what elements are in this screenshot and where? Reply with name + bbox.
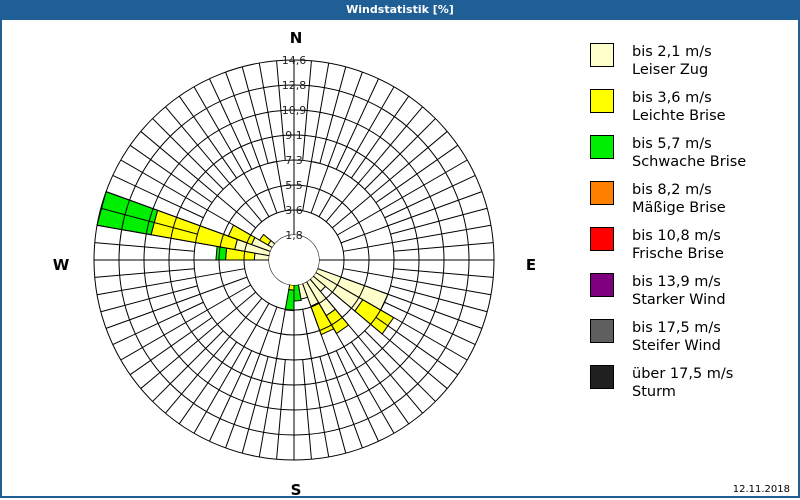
- legend-speed: bis 3,6 m/s: [632, 90, 712, 106]
- legend-name: Mäßige Brise: [632, 200, 726, 216]
- ring-label: 12,8: [282, 79, 307, 92]
- ring-label: 14,6: [282, 54, 307, 67]
- compass-west: W: [53, 256, 70, 274]
- ring-label: 1,8: [285, 229, 303, 242]
- wind-rose-sectors: [96, 190, 395, 336]
- wind-rose-chart: 1,8 3,6 5,5 7,3 9,1 10,9 12,8 14,6 N S W E: [53, 29, 536, 499]
- legend-name: Schwache Brise: [632, 154, 747, 170]
- legend-name: Leiser Zug: [632, 62, 709, 78]
- compass-south: S: [291, 481, 302, 499]
- window-title: Windstatistik [%]: [0, 0, 800, 20]
- ring-label: 7,3: [285, 154, 303, 167]
- legend-speed: über 17,5 m/s: [632, 366, 734, 382]
- legend-swatch-sturm: [590, 365, 614, 389]
- ring-label: 5,5: [285, 179, 303, 192]
- legend-name: Starker Wind: [632, 292, 726, 308]
- wind-sector-segment: [96, 190, 159, 236]
- legend-name: Sturm: [632, 384, 676, 400]
- legend-speed: bis 5,7 m/s: [632, 136, 712, 152]
- legend-speed: bis 17,5 m/s: [632, 320, 721, 336]
- wind-sector-segment: [150, 209, 238, 251]
- compass-east: E: [526, 256, 536, 274]
- compass-north: N: [290, 29, 303, 47]
- legend-swatch-starker-wind: [590, 273, 614, 297]
- legend-speed: bis 2,1 m/s: [632, 44, 712, 60]
- legend-swatch-schwache-brise: [590, 135, 614, 159]
- wind-sector-segment: [258, 233, 272, 246]
- legend-name: Frische Brise: [632, 246, 724, 262]
- legend-swatch-leichte-brise: [590, 89, 614, 113]
- wind-rose-grid: [93, 59, 495, 461]
- ring-labels: 1,8 3,6 5,5 7,3 9,1 10,9 12,8 14,6: [282, 54, 307, 242]
- ring-label: 9,1: [285, 129, 303, 142]
- legend-speed: bis 10,8 m/s: [632, 228, 721, 244]
- ring-label: 3,6: [285, 204, 303, 217]
- ring-label: 10,9: [282, 104, 307, 117]
- date-stamp: 12.11.2018: [732, 484, 790, 495]
- legend-speed: bis 8,2 m/s: [632, 182, 712, 198]
- wind-sector-segment: [215, 245, 228, 261]
- wind-sector-segment: [284, 289, 295, 312]
- legend-speed: bis 13,9 m/s: [632, 274, 721, 290]
- legend-swatch-steifer-wind: [590, 319, 614, 343]
- legend-swatch-frische-brise: [590, 227, 614, 251]
- legend-swatch-leiser-zug: [590, 43, 614, 67]
- legend-name: Steifer Wind: [632, 338, 721, 354]
- legend-name: Leichte Brise: [632, 108, 726, 124]
- legend-swatch-maessige-brise: [590, 181, 614, 205]
